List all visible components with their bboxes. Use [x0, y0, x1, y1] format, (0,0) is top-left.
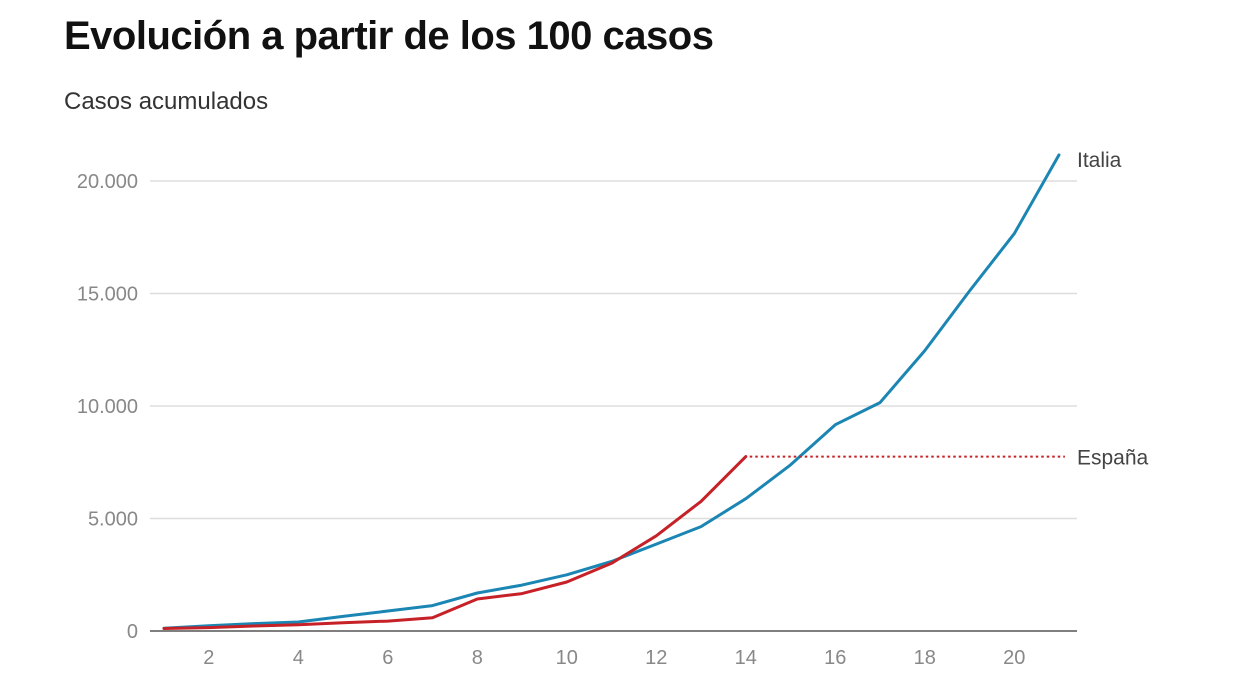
x-tick-label: 2 — [203, 647, 214, 669]
chart-subtitle: Casos acumulados — [64, 88, 269, 115]
y-tick-label: 10.000 — [77, 396, 138, 418]
x-tick-label: 8 — [472, 647, 483, 669]
series-italia-line — [162, 153, 1061, 630]
series-lines — [162, 153, 1065, 630]
x-tick-label: 20 — [1003, 647, 1025, 669]
x-tick-label: 6 — [382, 647, 393, 669]
y-tick-label: 20.000 — [77, 171, 138, 193]
x-tick-label: 16 — [824, 647, 846, 669]
x-tick-label: 12 — [645, 647, 667, 669]
series-label-espaa: España — [1077, 447, 1149, 470]
series-espaa-line — [162, 455, 748, 630]
series-label-italia: Italia — [1077, 149, 1122, 172]
gridlines — [150, 180, 1077, 632]
y-tick-label: 0 — [127, 621, 138, 643]
x-tick-label: 14 — [735, 647, 757, 669]
series-labels: Italia España — [1077, 149, 1149, 470]
x-tick-label: 18 — [914, 647, 936, 669]
chart-title: Evolución a partir de los 100 casos — [64, 14, 714, 58]
y-tick-label: 5.000 — [88, 509, 138, 531]
x-axis-ticks: 2 4 6 8 10 12 14 16 18 20 — [203, 647, 1025, 669]
x-tick-label: 4 — [293, 647, 304, 669]
x-tick-label: 10 — [556, 647, 578, 669]
y-axis-ticks: 0 5.000 10.000 15.000 20.000 — [77, 171, 138, 643]
y-tick-label: 15.000 — [77, 284, 138, 306]
